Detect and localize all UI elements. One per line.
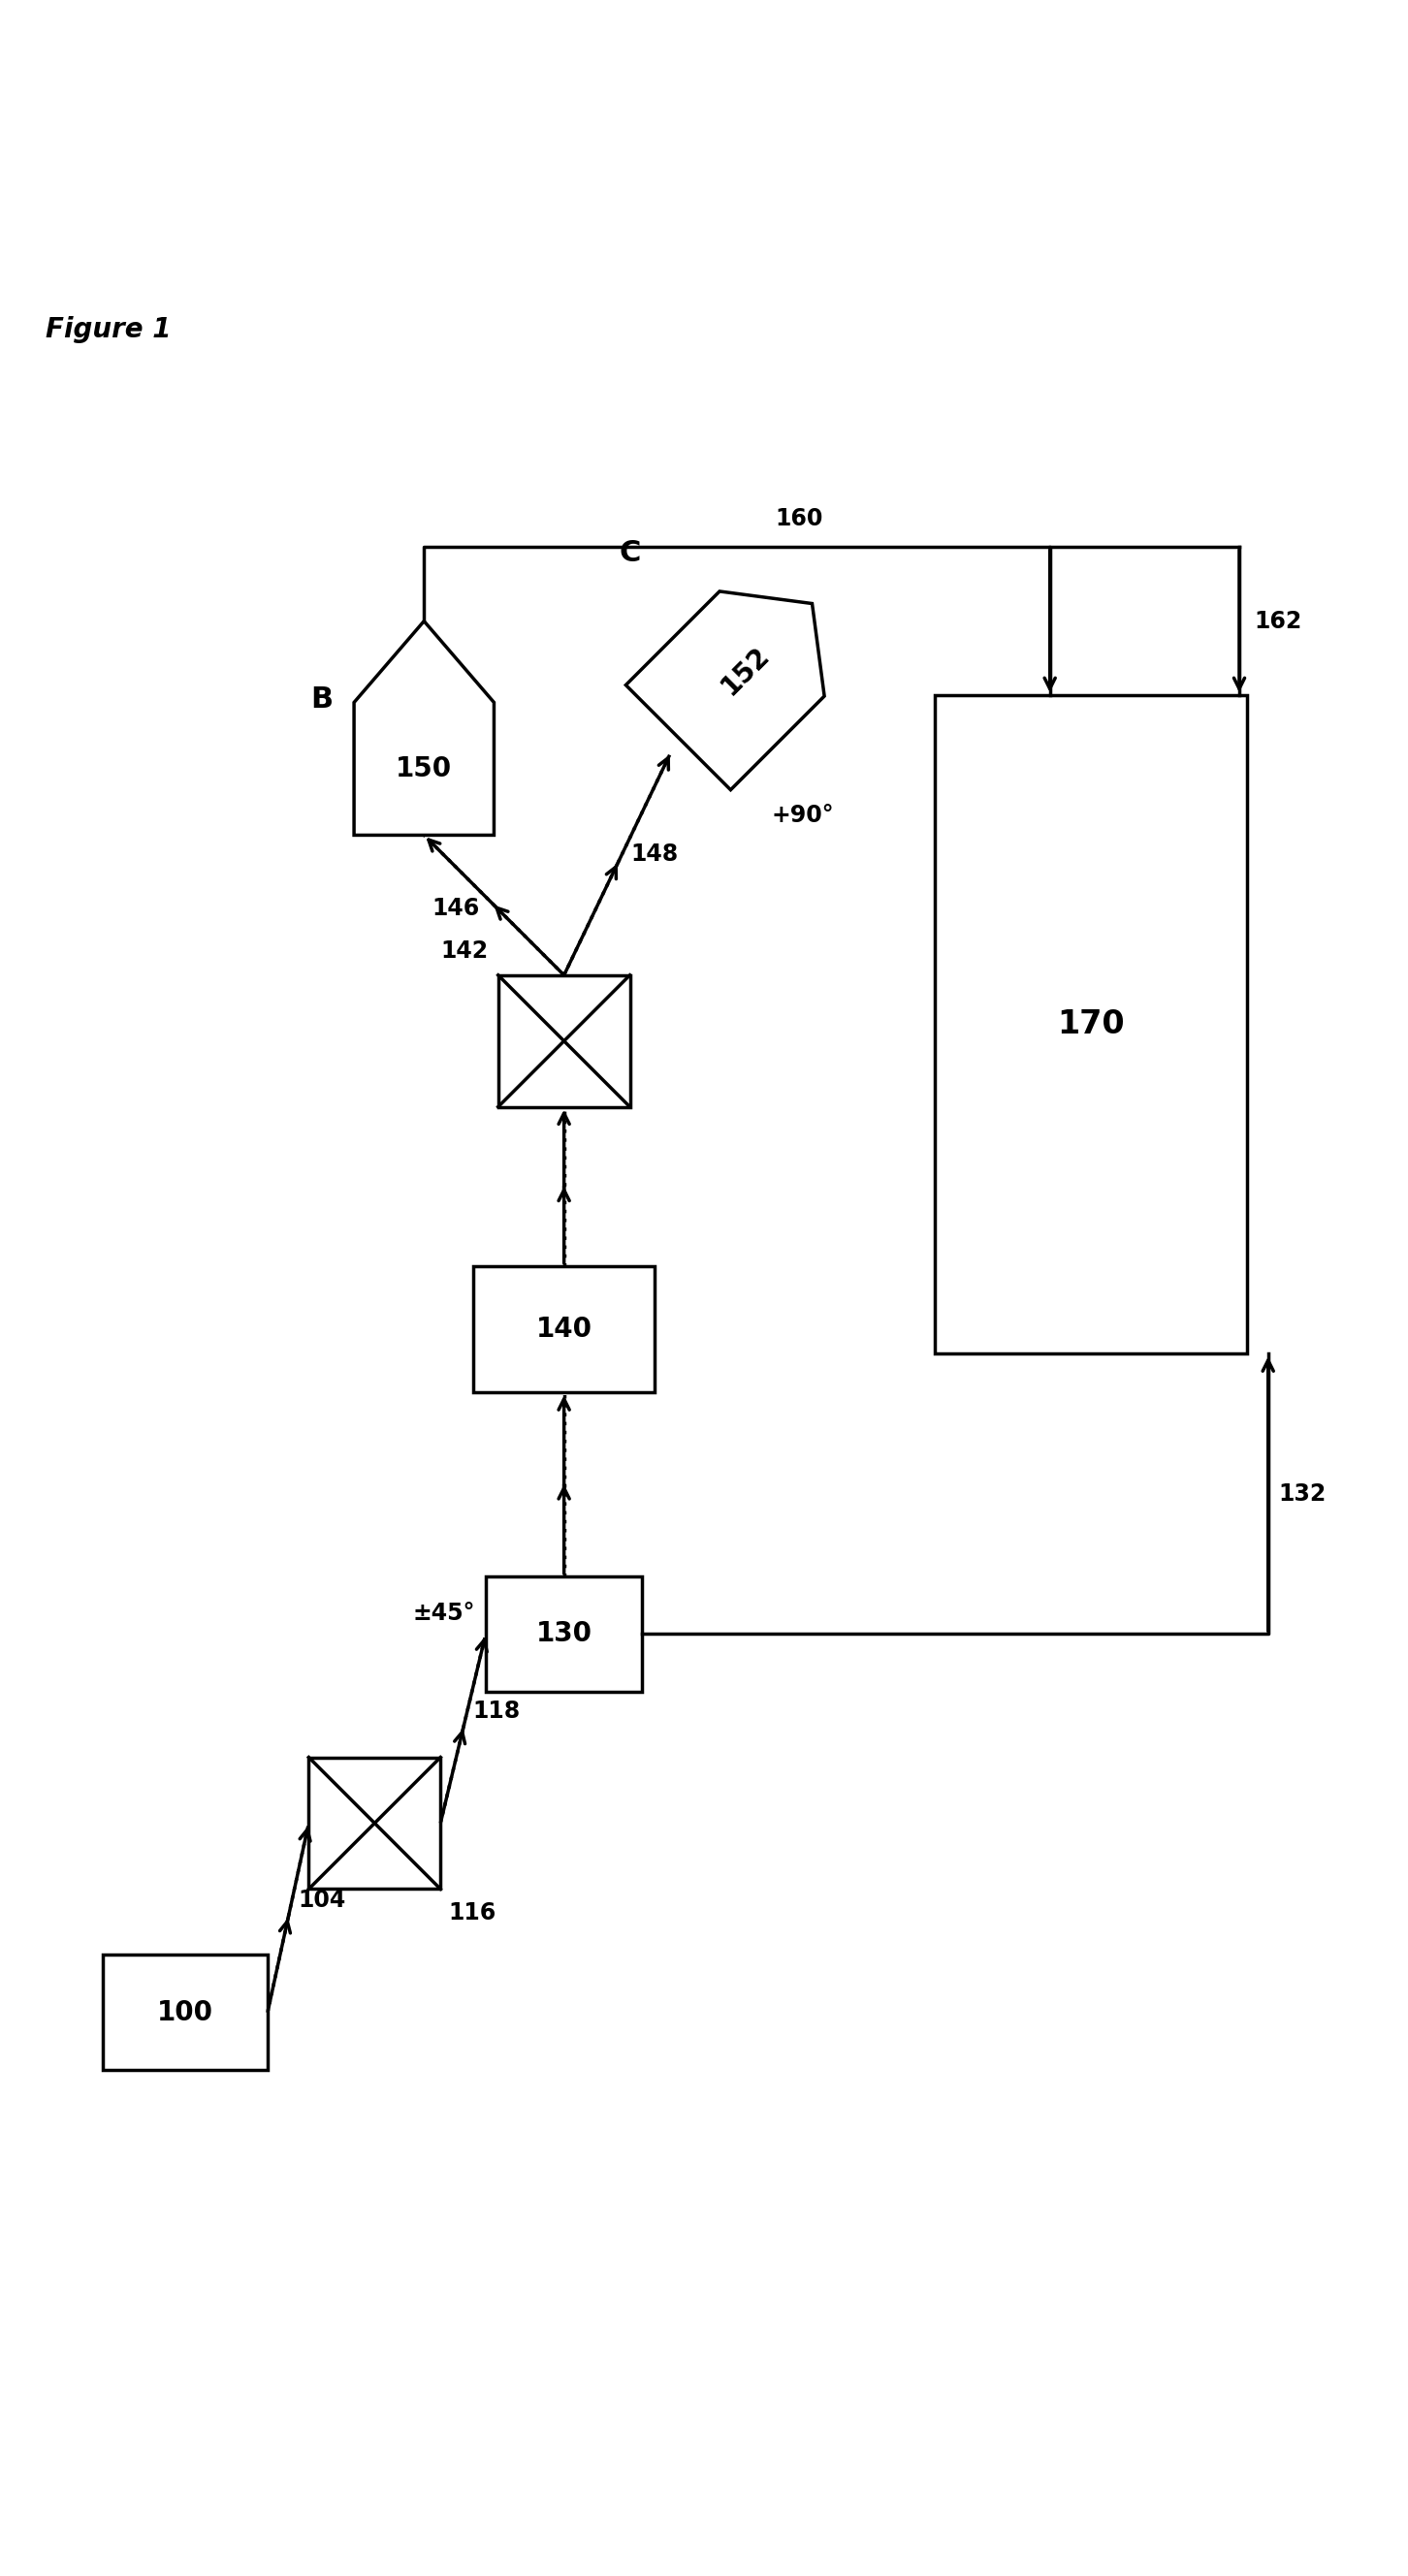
- Text: 148: 148: [631, 842, 679, 866]
- Text: 118: 118: [473, 1700, 521, 1723]
- Text: 170: 170: [1057, 1010, 1125, 1041]
- Bar: [935, 696, 1247, 1355]
- Bar: [498, 976, 629, 1108]
- Text: 160: 160: [774, 507, 822, 531]
- Text: Figure 1: Figure 1: [45, 317, 170, 343]
- Text: 152: 152: [715, 641, 774, 701]
- Bar: [103, 1955, 268, 2071]
- Bar: [308, 1757, 441, 1888]
- Text: ±45°: ±45°: [413, 1602, 474, 1625]
- Text: 100: 100: [158, 1999, 214, 2027]
- Polygon shape: [353, 621, 494, 835]
- Text: +90°: +90°: [772, 804, 834, 827]
- Text: 132: 132: [1278, 1481, 1326, 1504]
- Text: 116: 116: [449, 1901, 497, 1924]
- Text: 162: 162: [1255, 611, 1302, 634]
- Text: C: C: [620, 538, 641, 567]
- Text: 104: 104: [297, 1888, 345, 1911]
- Bar: [486, 1577, 642, 1692]
- Text: 130: 130: [536, 1620, 593, 1649]
- Text: 150: 150: [396, 755, 452, 783]
- Text: 140: 140: [536, 1316, 593, 1342]
- Text: 142: 142: [441, 940, 489, 963]
- Text: B: B: [311, 685, 334, 714]
- Text: 146: 146: [432, 896, 480, 920]
- Bar: [473, 1265, 655, 1394]
- Polygon shape: [625, 592, 824, 791]
